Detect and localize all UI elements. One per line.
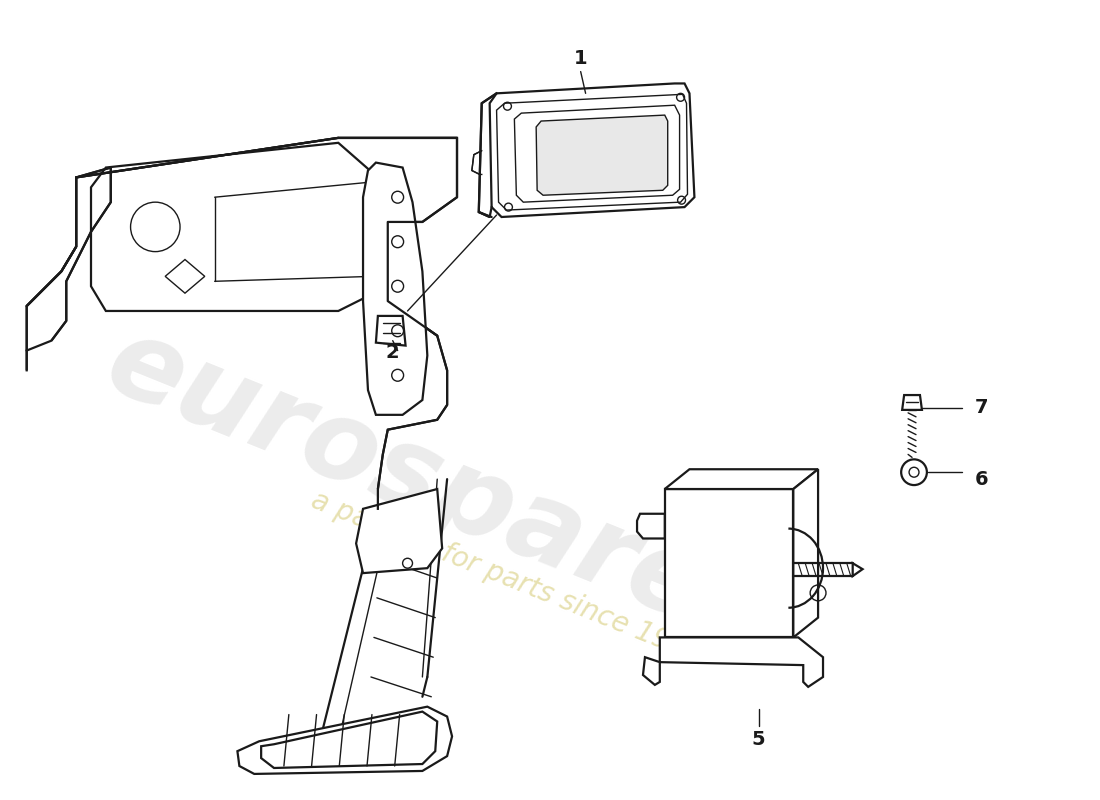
Polygon shape: [660, 638, 823, 687]
Text: 2: 2: [386, 343, 399, 362]
Polygon shape: [902, 395, 922, 410]
Polygon shape: [356, 489, 442, 573]
Polygon shape: [852, 563, 862, 576]
Polygon shape: [238, 706, 452, 774]
Polygon shape: [515, 106, 680, 202]
Text: 1: 1: [574, 50, 587, 68]
Polygon shape: [637, 514, 664, 538]
Text: eurospares: eurospares: [91, 308, 783, 670]
Polygon shape: [664, 489, 793, 638]
Polygon shape: [664, 470, 818, 489]
Text: 6: 6: [975, 470, 988, 489]
Polygon shape: [363, 162, 427, 415]
Polygon shape: [536, 115, 668, 195]
Polygon shape: [261, 712, 437, 768]
Polygon shape: [376, 316, 406, 346]
Text: 7: 7: [975, 398, 988, 418]
Polygon shape: [793, 470, 818, 638]
Text: 5: 5: [752, 730, 766, 749]
Polygon shape: [644, 657, 660, 685]
Text: a passion for parts since 1985: a passion for parts since 1985: [307, 486, 706, 670]
Polygon shape: [490, 83, 694, 217]
Polygon shape: [496, 94, 688, 210]
